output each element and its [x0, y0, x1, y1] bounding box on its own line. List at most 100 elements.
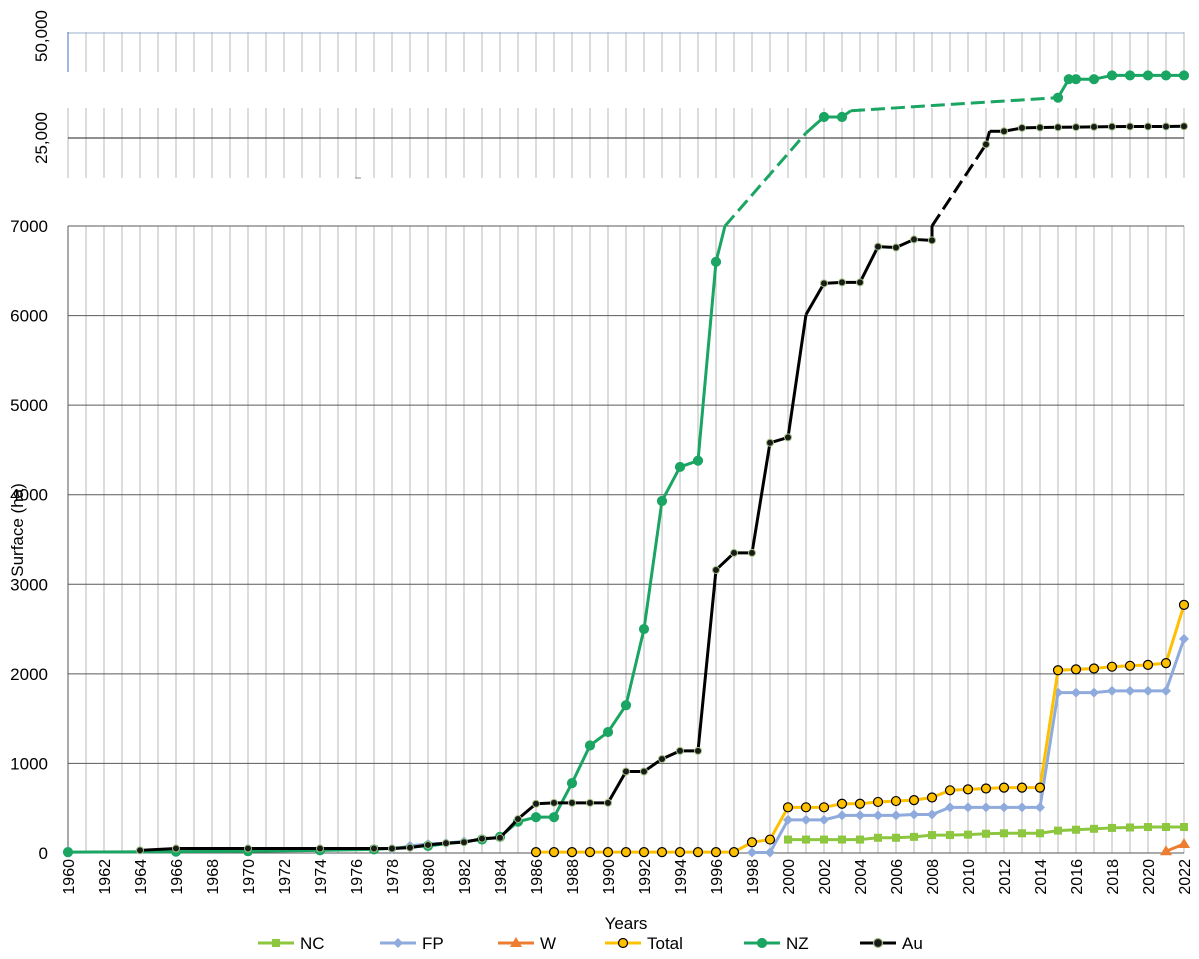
series-w [1160, 838, 1190, 856]
data-point [1180, 122, 1188, 131]
x-tick-label: 1966 [169, 859, 186, 895]
data-point [620, 847, 632, 858]
series-segment [1038, 670, 1060, 788]
x-tick-label: 2018 [1105, 859, 1122, 895]
data-point [1000, 829, 1008, 838]
data-point [640, 767, 648, 776]
data-point [946, 831, 954, 840]
series-segment [714, 551, 736, 572]
x-tick-label: 1998 [745, 859, 762, 895]
x-tick-label: 1988 [565, 859, 582, 895]
data-point [1143, 685, 1153, 696]
series-segment [606, 704, 628, 733]
data-point [980, 783, 992, 794]
x-tick-label: 1962 [97, 859, 114, 895]
data-point [1107, 685, 1117, 696]
x-tick-label: 2016 [1069, 859, 1086, 895]
x-tick-label: 2002 [817, 859, 834, 895]
data-point [172, 844, 180, 853]
data-point [1071, 687, 1081, 698]
x-tick-label: 2010 [961, 859, 978, 895]
data-point [478, 834, 486, 843]
data-point [136, 846, 144, 855]
x-tick-label: 2006 [889, 859, 906, 895]
x-tick-label: 1986 [529, 859, 546, 895]
data-point [838, 278, 846, 287]
data-point [1016, 782, 1028, 793]
series-nc [784, 823, 1188, 844]
series-fp [387, 633, 1189, 858]
data-point [1125, 685, 1135, 696]
data-point [1089, 687, 1099, 698]
data-point [316, 844, 324, 853]
data-point [963, 802, 973, 813]
data-point [1124, 70, 1136, 81]
x-tick-labels: 1960 1962 1964 1966 1968 1970 1972 1974 1976 1978… [61, 859, 1194, 895]
legend-item-total: Total [605, 934, 683, 953]
y-axis-title: Surface (ha) [8, 483, 27, 577]
data-point [818, 111, 830, 123]
data-point [945, 802, 955, 813]
data-point [548, 847, 560, 858]
data-point [692, 847, 704, 858]
legend-marker [756, 937, 768, 949]
x-tick-label: 2008 [925, 859, 942, 895]
data-point [692, 455, 704, 466]
chart-grid [67, 32, 1185, 853]
data-point [892, 243, 900, 252]
data-point [1108, 823, 1116, 832]
data-point [584, 847, 596, 858]
series-segment [768, 819, 790, 854]
data-point [1018, 829, 1026, 838]
data-point [656, 495, 668, 507]
x-tick-label: 1978 [385, 859, 402, 895]
data-point [926, 792, 938, 803]
data-point [1162, 823, 1170, 832]
data-point [873, 810, 883, 821]
y-tick-label: 3000 [10, 575, 48, 594]
data-point [819, 814, 829, 825]
series-segment [696, 261, 718, 461]
legend-marker [272, 939, 280, 947]
x-tick-label: 1994 [673, 859, 690, 895]
series-segment [1164, 604, 1186, 664]
data-point [530, 847, 542, 858]
y-tick-label: 4000 [10, 486, 48, 505]
legend-label: W [540, 934, 556, 953]
legend-marker [393, 938, 403, 948]
data-point [800, 802, 812, 813]
y-tick-label: 5000 [10, 396, 48, 415]
legend-label: NZ [786, 934, 809, 953]
x-tick-label: 2014 [1033, 859, 1050, 895]
data-point [728, 847, 740, 858]
data-point [1180, 823, 1188, 832]
data-point [854, 798, 866, 809]
series-total [530, 599, 1190, 858]
data-point [1178, 70, 1190, 81]
x-tick-label: 2022 [1177, 859, 1194, 895]
data-point [656, 847, 668, 858]
x-tick-label: 1968 [205, 859, 222, 895]
data-point [1124, 660, 1136, 671]
data-point [838, 835, 846, 844]
data-point [998, 782, 1010, 793]
data-point [1070, 664, 1082, 675]
data-point [584, 740, 596, 751]
data-point [530, 812, 542, 823]
y-tick-labels: 0 1000 2000 3000 4000 5000 6000 7000 25,000 50,00… [10, 10, 51, 863]
series-segment [750, 442, 772, 554]
data-point [874, 242, 882, 251]
x-tick-label: 1980 [421, 859, 438, 895]
data-point [818, 802, 830, 813]
legend-marker [617, 937, 629, 949]
data-point [710, 847, 722, 858]
data-point [1142, 70, 1154, 81]
data-point [820, 279, 828, 288]
data-point [836, 111, 848, 123]
y-tick-label: 7000 [10, 217, 48, 236]
data-point [406, 843, 414, 852]
data-point [891, 810, 901, 821]
data-point [964, 830, 972, 839]
series-segment [850, 96, 1059, 113]
